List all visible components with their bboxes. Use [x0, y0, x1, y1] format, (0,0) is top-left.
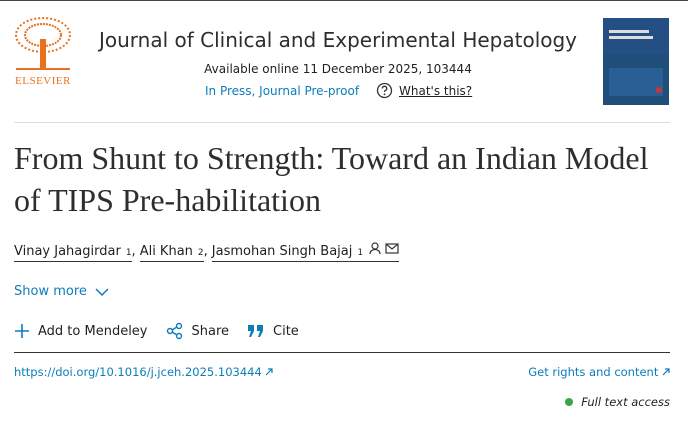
show-more[interactable]: Show more: [14, 284, 109, 299]
author-separator: ,: [131, 244, 136, 259]
access-status: Full text access: [565, 395, 670, 409]
external-icon: [662, 368, 670, 376]
help-icon: [376, 82, 393, 99]
doi: https://doi.org/10.1016/j.jceh.2025.1034…: [14, 365, 262, 379]
author-affiliation: 1: [357, 248, 364, 258]
rights-link[interactable]: Get rights and content: [528, 365, 670, 379]
whats-this[interactable]: What's this?: [376, 82, 472, 99]
action-separator: [14, 352, 670, 353]
action-button[interactable]: Cite: [247, 322, 299, 340]
access-dot: [565, 398, 574, 406]
external-icon: [266, 368, 274, 376]
author-name: Jasmohan Singh Bajaj: [211, 244, 353, 259]
corresponding-icons: [369, 242, 399, 255]
status-link[interactable]: In Press, Journal Pre-proof: [205, 84, 359, 98]
cite-icon: [248, 325, 264, 337]
separator: [14, 122, 670, 123]
action-label: Share: [191, 323, 230, 339]
doi-link[interactable]: https://doi.org/10.1016/j.jceh.2025.1034…: [14, 365, 274, 379]
chevron-icon: [95, 287, 109, 296]
rights: Get rights and content: [528, 365, 659, 379]
author-name: Ali Khan: [139, 244, 193, 259]
available-online: Available online 11 December 2025, 10344…: [204, 62, 472, 76]
top-border: [0, 0, 688, 1]
logo-tree: [15, 17, 71, 70]
share-icon: [166, 322, 182, 340]
author-name: Vinay Jahagirdar: [14, 244, 121, 259]
author-affiliation: 2: [197, 248, 204, 258]
action-label: Cite: [273, 323, 299, 339]
journal-title[interactable]: Journal of Clinical and Experimental Hep…: [98, 28, 578, 52]
publisher-name: ELSEVIER: [15, 75, 71, 87]
action-button[interactable]: Add to Mendeley: [14, 322, 148, 340]
plus-icon: [15, 324, 29, 338]
action-button[interactable]: Share: [166, 322, 230, 340]
action-bar: Add to Mendeley Share Cite: [14, 322, 299, 340]
action-label: Add to Mendeley: [38, 323, 148, 339]
show-more-text: Show more: [14, 284, 87, 299]
author[interactable]: Jasmohan Singh Bajaj 1: [211, 242, 400, 262]
access-text: Full text access: [581, 395, 670, 409]
author[interactable]: Ali Khan 2: [139, 244, 204, 262]
author-separator: ,: [203, 244, 208, 259]
publisher-logo[interactable]: ELSEVIER: [14, 17, 74, 87]
whats-this-text: What's this?: [399, 83, 473, 98]
author-list: Vinay Jahagirdar 1, Ali Khan 2, Jasmohan Sin…: [14, 242, 400, 262]
author[interactable]: Vinay Jahagirdar 1: [14, 244, 132, 262]
author-affiliation: 1: [125, 248, 132, 258]
status: In Press, Journal Pre-proof: [205, 84, 360, 98]
journal-cover[interactable]: [603, 18, 669, 105]
article-title: From Shunt to Strength: Toward an Indian…: [14, 140, 649, 218]
